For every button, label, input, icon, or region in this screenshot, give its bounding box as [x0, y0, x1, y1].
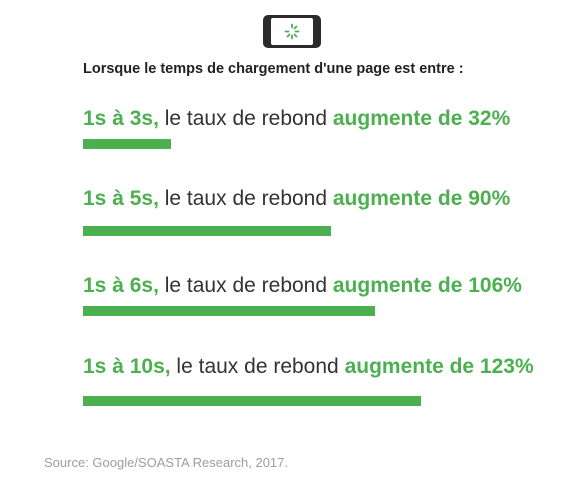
bounce-rate-text: le taux de rebond	[158, 187, 333, 210]
increase-label: augmente de 123%	[344, 355, 534, 378]
bounce-rate-text: le taux de rebond	[170, 355, 345, 378]
increase-label: augmente de 32%	[332, 107, 511, 130]
bar	[83, 139, 171, 149]
phone-screen	[271, 18, 313, 45]
row-label: 1s à 3s, le taux de rebond augmente de 3…	[83, 107, 510, 131]
time-range-label: 1s à 6s,	[83, 274, 159, 297]
time-range-label: 1s à 10s,	[83, 355, 171, 378]
loading-spinner-icon	[284, 23, 300, 40]
source-note: Source: Google/SOASTA Research, 2017.	[44, 455, 289, 470]
increase-label: augmente de 106%	[332, 274, 522, 297]
bar	[83, 226, 331, 236]
bar	[83, 396, 422, 406]
time-range-label: 1s à 5s,	[83, 187, 159, 210]
row-label: 1s à 6s, le taux de rebond augmente de 1…	[83, 274, 522, 298]
chart-heading: Lorsque le temps de chargement d'une pag…	[83, 61, 464, 77]
bar	[83, 306, 375, 316]
bounce-rate-text: le taux de rebond	[158, 107, 333, 130]
row-label: 1s à 10s, le taux de rebond augmente de …	[83, 355, 534, 379]
bounce-rate-text: le taux de rebond	[158, 274, 333, 297]
phone-loading-icon	[263, 15, 321, 48]
increase-label: augmente de 90%	[332, 187, 511, 210]
row-label: 1s à 5s, le taux de rebond augmente de 9…	[83, 187, 510, 211]
time-range-label: 1s à 3s,	[83, 107, 159, 130]
